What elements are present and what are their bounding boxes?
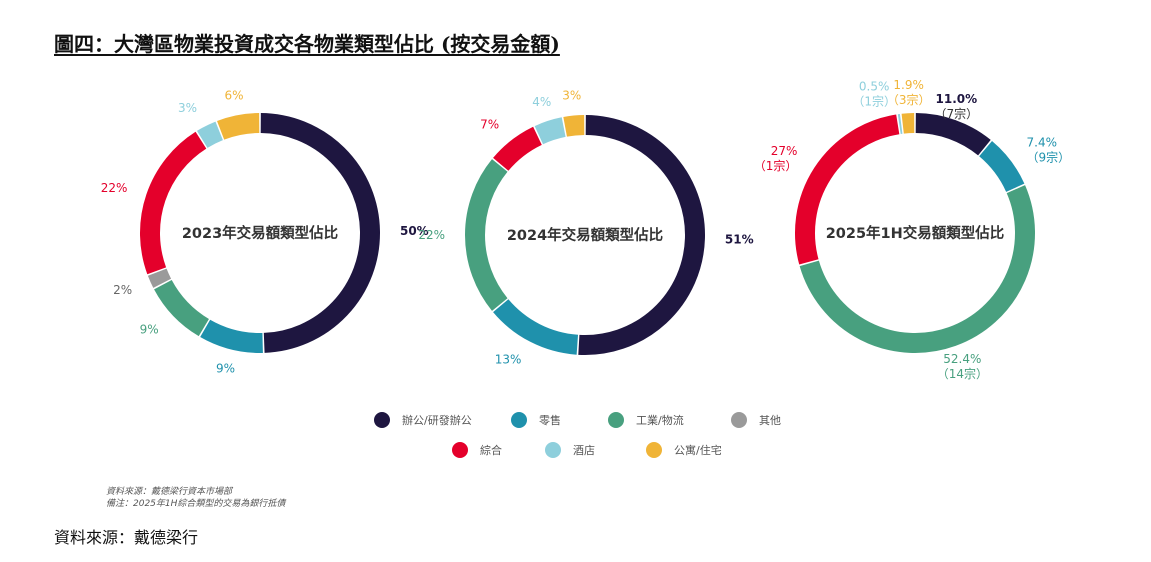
slice-label-retail: 9% <box>216 362 235 376</box>
slice-label-hotel: 3% <box>178 101 197 115</box>
slice-label-retail: 7.4% <box>1027 135 1058 149</box>
legend-swatch <box>452 442 468 458</box>
slice-hotel <box>534 117 566 145</box>
slice-residential <box>901 113 915 134</box>
source-text: 資料來源：戴德梁行 <box>54 528 199 547</box>
slice-count-residential: （3宗） <box>887 92 931 107</box>
donut-center-label: 2024年交易額類型佔比 <box>507 226 663 244</box>
slice-label-office: 51% <box>725 232 754 246</box>
legend-label: 公寓/住宅 <box>674 444 722 457</box>
slice-office <box>260 113 380 353</box>
slice-label-residential: 1.9% <box>893 78 924 92</box>
slice-count-office: （7宗） <box>935 106 979 121</box>
notes-source: 資料來源：戴德梁行資本市場部 <box>106 487 233 497</box>
slice-other <box>147 268 172 288</box>
slice-label-residential: 3% <box>562 89 581 103</box>
legend-label: 綜合 <box>480 444 502 457</box>
slice-residential <box>217 113 260 140</box>
legend-item-residential: 公寓/住宅 <box>646 442 722 458</box>
slice-composite <box>493 126 543 171</box>
slice-label-composite: 7% <box>480 117 499 131</box>
slice-count-industrial: （14宗） <box>937 366 988 381</box>
slice-composite <box>140 131 207 275</box>
legend-item-hotel: 酒店 <box>545 442 595 458</box>
slice-label-office: 11.0% <box>936 92 978 106</box>
slice-label-hotel: 0.5% <box>859 79 890 93</box>
slice-retail <box>493 299 579 355</box>
slice-count-composite: （1宗） <box>754 158 798 173</box>
slice-industrial <box>154 279 210 337</box>
slice-count-retail: （9宗） <box>1027 149 1071 164</box>
slice-office <box>578 115 706 355</box>
donut-chart-1: 50% 9% 9% 2% 22% 3% 6% 2023年交易額類型佔比 <box>101 88 429 375</box>
slice-residential <box>563 115 585 137</box>
donut-center-label: 2025年1H交易額類型佔比 <box>826 224 1005 242</box>
slice-label-other: 2% <box>113 283 132 297</box>
legend-label: 酒店 <box>573 444 595 457</box>
legend-item-composite: 綜合 <box>452 442 502 458</box>
slice-industrial <box>465 159 508 311</box>
slice-label-industrial: 52.4% <box>943 352 981 366</box>
slice-label-composite: 27% <box>771 144 798 158</box>
slice-retail <box>200 319 263 353</box>
legend-item-retail: 零售 <box>511 412 561 428</box>
slice-label-composite: 22% <box>101 181 128 195</box>
legend-label: 其他 <box>759 414 781 427</box>
chart-notes: 資料來源：戴德梁行資本市場部 備注：2025年1H綜合類型的交易為銀行抵債 <box>106 486 285 510</box>
slice-composite <box>795 114 900 265</box>
slice-office <box>915 113 991 156</box>
slice-label-hotel: 4% <box>532 95 551 109</box>
slice-label-industrial: 9% <box>140 323 159 337</box>
donut-chart-3: 11.0%（7宗）7.4%（9宗）52.4%（14宗）27%（1宗）0.5%（1… <box>754 78 1070 381</box>
donut-center-label: 2023年交易額類型佔比 <box>182 224 338 242</box>
legend-item-other: 其他 <box>731 412 781 428</box>
slice-hotel <box>196 121 224 149</box>
legend-swatch <box>608 412 624 428</box>
slice-label-industrial: 22% <box>418 228 445 242</box>
legend-swatch <box>731 412 747 428</box>
legend-label: 辦公/研發辦公 <box>402 414 472 427</box>
slice-label-residential: 6% <box>224 88 243 102</box>
slice-count-hotel: （1宗） <box>852 93 896 108</box>
notes-remark: 備注：2025年1H綜合類型的交易為銀行抵債 <box>106 499 286 509</box>
legend-swatch <box>545 442 561 458</box>
legend-swatch <box>374 412 390 428</box>
legend-item-industrial: 工業/物流 <box>608 412 684 428</box>
slice-label-office: 50% <box>400 224 429 238</box>
legend-item-office: 辦公/研發辦公 <box>374 412 472 428</box>
page-title: 圖四：大灣區物業投資成交各物業類型佔比 (按交易金額) <box>54 32 560 56</box>
slice-label-retail: 13% <box>495 353 522 367</box>
legend-swatch <box>646 442 662 458</box>
legend-label: 零售 <box>539 414 561 427</box>
slice-retail <box>978 140 1025 193</box>
legend-label: 工業/物流 <box>636 414 684 427</box>
legend-swatch <box>511 412 527 428</box>
slice-industrial <box>799 185 1035 353</box>
donut-chart-2: 51% 13% 22% 7% 4% 3% 2024年交易額類型佔比 <box>418 89 753 367</box>
